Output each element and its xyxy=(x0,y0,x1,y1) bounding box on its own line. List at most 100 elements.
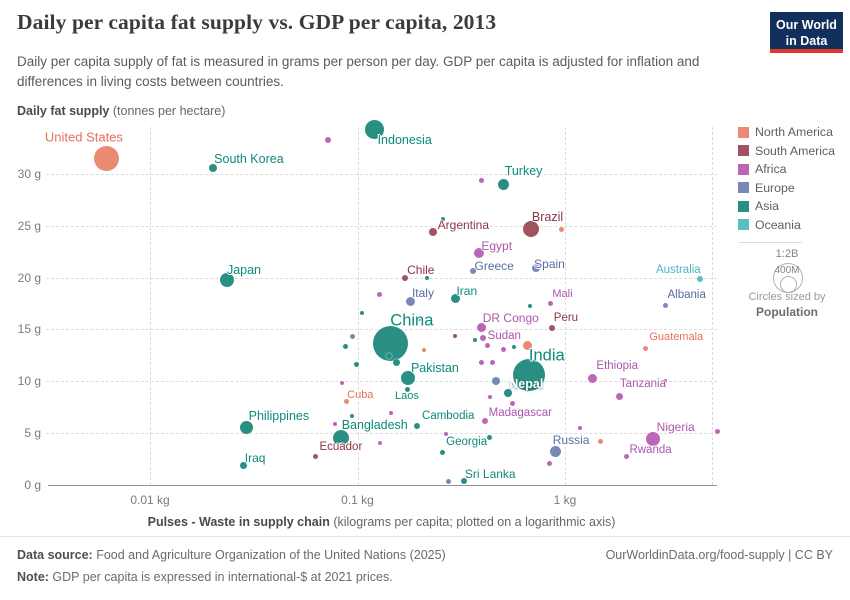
data-point[interactable] xyxy=(512,344,517,349)
data-point-brazil[interactable] xyxy=(523,220,540,237)
country-label-turkey[interactable]: Turkey xyxy=(504,163,543,178)
country-label-ecuador[interactable]: Ecuador xyxy=(319,441,363,454)
legend-item-europe[interactable]: Europe xyxy=(738,179,795,197)
data-point[interactable] xyxy=(523,341,533,351)
data-point-argentina[interactable] xyxy=(429,227,438,236)
data-point-south-korea[interactable] xyxy=(208,163,217,172)
data-point[interactable] xyxy=(424,275,429,280)
data-point-nepal[interactable] xyxy=(503,389,512,398)
country-label-china[interactable]: China xyxy=(390,311,434,330)
country-label-philippines[interactable]: Philippines xyxy=(248,409,310,424)
data-point[interactable] xyxy=(489,359,495,365)
data-point[interactable] xyxy=(487,394,492,399)
country-label-dr-congo[interactable]: DR Congo xyxy=(482,310,539,325)
data-point[interactable] xyxy=(577,425,582,430)
country-label-rwanda[interactable]: Rwanda xyxy=(629,444,672,457)
country-label-indonesia[interactable]: Indonesia xyxy=(377,132,432,147)
data-point[interactable] xyxy=(342,344,348,350)
data-point-russia[interactable] xyxy=(549,445,561,457)
data-point[interactable] xyxy=(444,431,449,436)
country-label-nepal[interactable]: Nepal xyxy=(509,377,544,392)
owid-citation-link[interactable]: OurWorldinData.org/food-supply | CC BY xyxy=(605,548,833,562)
legend-item-oceania[interactable]: Oceania xyxy=(738,216,801,234)
data-point-bangladesh[interactable] xyxy=(333,429,350,446)
country-label-madagascar[interactable]: Madagascar xyxy=(488,406,552,419)
data-point-greece[interactable] xyxy=(470,268,477,275)
country-label-georgia[interactable]: Georgia xyxy=(446,436,488,449)
country-label-iran[interactable]: Iran xyxy=(456,284,478,299)
country-label-brazil[interactable]: Brazil xyxy=(531,210,564,225)
data-point[interactable] xyxy=(340,381,345,386)
data-point[interactable] xyxy=(547,461,553,467)
data-point-philippines[interactable] xyxy=(240,421,254,435)
owid-logo[interactable]: Our World in Data xyxy=(770,12,843,53)
data-point[interactable] xyxy=(440,216,445,221)
data-point-australia[interactable] xyxy=(697,275,704,282)
data-point-turkey[interactable] xyxy=(497,178,509,190)
data-point-cuba[interactable] xyxy=(343,399,349,405)
data-point-laos[interactable] xyxy=(404,386,410,392)
data-point[interactable] xyxy=(473,337,478,342)
data-point-cambodia[interactable] xyxy=(414,422,421,429)
country-label-argentina[interactable]: Argentina xyxy=(437,218,490,233)
country-label-japan[interactable]: Japan xyxy=(226,262,262,277)
country-label-cuba[interactable]: Cuba xyxy=(347,388,374,401)
data-point[interactable] xyxy=(453,334,458,339)
data-point-japan[interactable] xyxy=(219,272,234,287)
data-point[interactable] xyxy=(350,414,355,419)
data-point[interactable] xyxy=(500,347,506,353)
data-point-albania[interactable] xyxy=(662,302,668,308)
data-point-tanzania[interactable] xyxy=(615,393,623,401)
data-point[interactable] xyxy=(359,310,364,315)
data-point[interactable] xyxy=(325,136,332,143)
country-label-albania[interactable]: Albania xyxy=(667,289,706,302)
data-point[interactable] xyxy=(478,177,484,183)
country-label-sudan[interactable]: Sudan xyxy=(487,330,521,343)
data-point-iran[interactable] xyxy=(450,293,460,303)
data-point[interactable] xyxy=(354,361,360,367)
data-point-pakistan[interactable] xyxy=(400,370,415,385)
country-label-south-korea[interactable]: South Korea xyxy=(214,151,284,166)
data-point-chile[interactable] xyxy=(401,274,408,281)
country-label-india[interactable]: India xyxy=(528,346,565,365)
data-point[interactable] xyxy=(598,438,604,444)
data-point-mali[interactable] xyxy=(548,300,554,306)
data-point[interactable] xyxy=(510,401,516,407)
data-point[interactable] xyxy=(349,333,355,339)
data-point-india[interactable] xyxy=(513,358,546,391)
data-point[interactable] xyxy=(440,449,446,455)
data-point[interactable] xyxy=(446,478,452,484)
data-point-peru[interactable] xyxy=(548,325,555,332)
legend-item-south_america[interactable]: South America xyxy=(738,142,835,160)
data-point-ecuador[interactable] xyxy=(313,453,319,459)
data-point-georgia[interactable] xyxy=(486,435,492,441)
data-point-dr-congo[interactable] xyxy=(476,322,486,332)
data-point[interactable] xyxy=(386,353,393,360)
country-label-bangladesh[interactable]: Bangladesh xyxy=(341,417,408,432)
country-label-laos[interactable]: Laos xyxy=(394,390,419,403)
data-point[interactable] xyxy=(663,379,668,383)
data-point-spain[interactable] xyxy=(532,264,541,273)
data-point-iraq[interactable] xyxy=(239,462,247,470)
data-point-italy[interactable] xyxy=(406,296,416,306)
country-label-australia[interactable]: Australia xyxy=(655,263,701,276)
country-label-spain[interactable]: Spain xyxy=(534,257,565,272)
legend-item-africa[interactable]: Africa xyxy=(738,160,786,178)
country-label-guatemala[interactable]: Guatemala xyxy=(649,331,704,344)
data-point[interactable] xyxy=(388,411,393,416)
country-label-ethiopia[interactable]: Ethiopia xyxy=(596,359,638,372)
country-label-russia[interactable]: Russia xyxy=(552,433,590,448)
data-point-ethiopia[interactable] xyxy=(588,374,598,384)
country-label-egypt[interactable]: Egypt xyxy=(481,239,513,254)
data-point[interactable] xyxy=(417,316,422,321)
country-label-united-states[interactable]: United States xyxy=(44,129,123,145)
data-point[interactable] xyxy=(559,227,564,233)
country-label-peru[interactable]: Peru xyxy=(553,312,579,325)
data-point[interactable] xyxy=(491,377,500,385)
data-point-egypt[interactable] xyxy=(474,247,485,258)
data-point[interactable] xyxy=(527,304,532,309)
legend-item-north_america[interactable]: North America xyxy=(738,123,833,141)
data-point-sudan[interactable] xyxy=(480,334,487,341)
country-label-nigeria[interactable]: Nigeria xyxy=(656,420,695,435)
data-point-rwanda[interactable] xyxy=(624,454,630,460)
